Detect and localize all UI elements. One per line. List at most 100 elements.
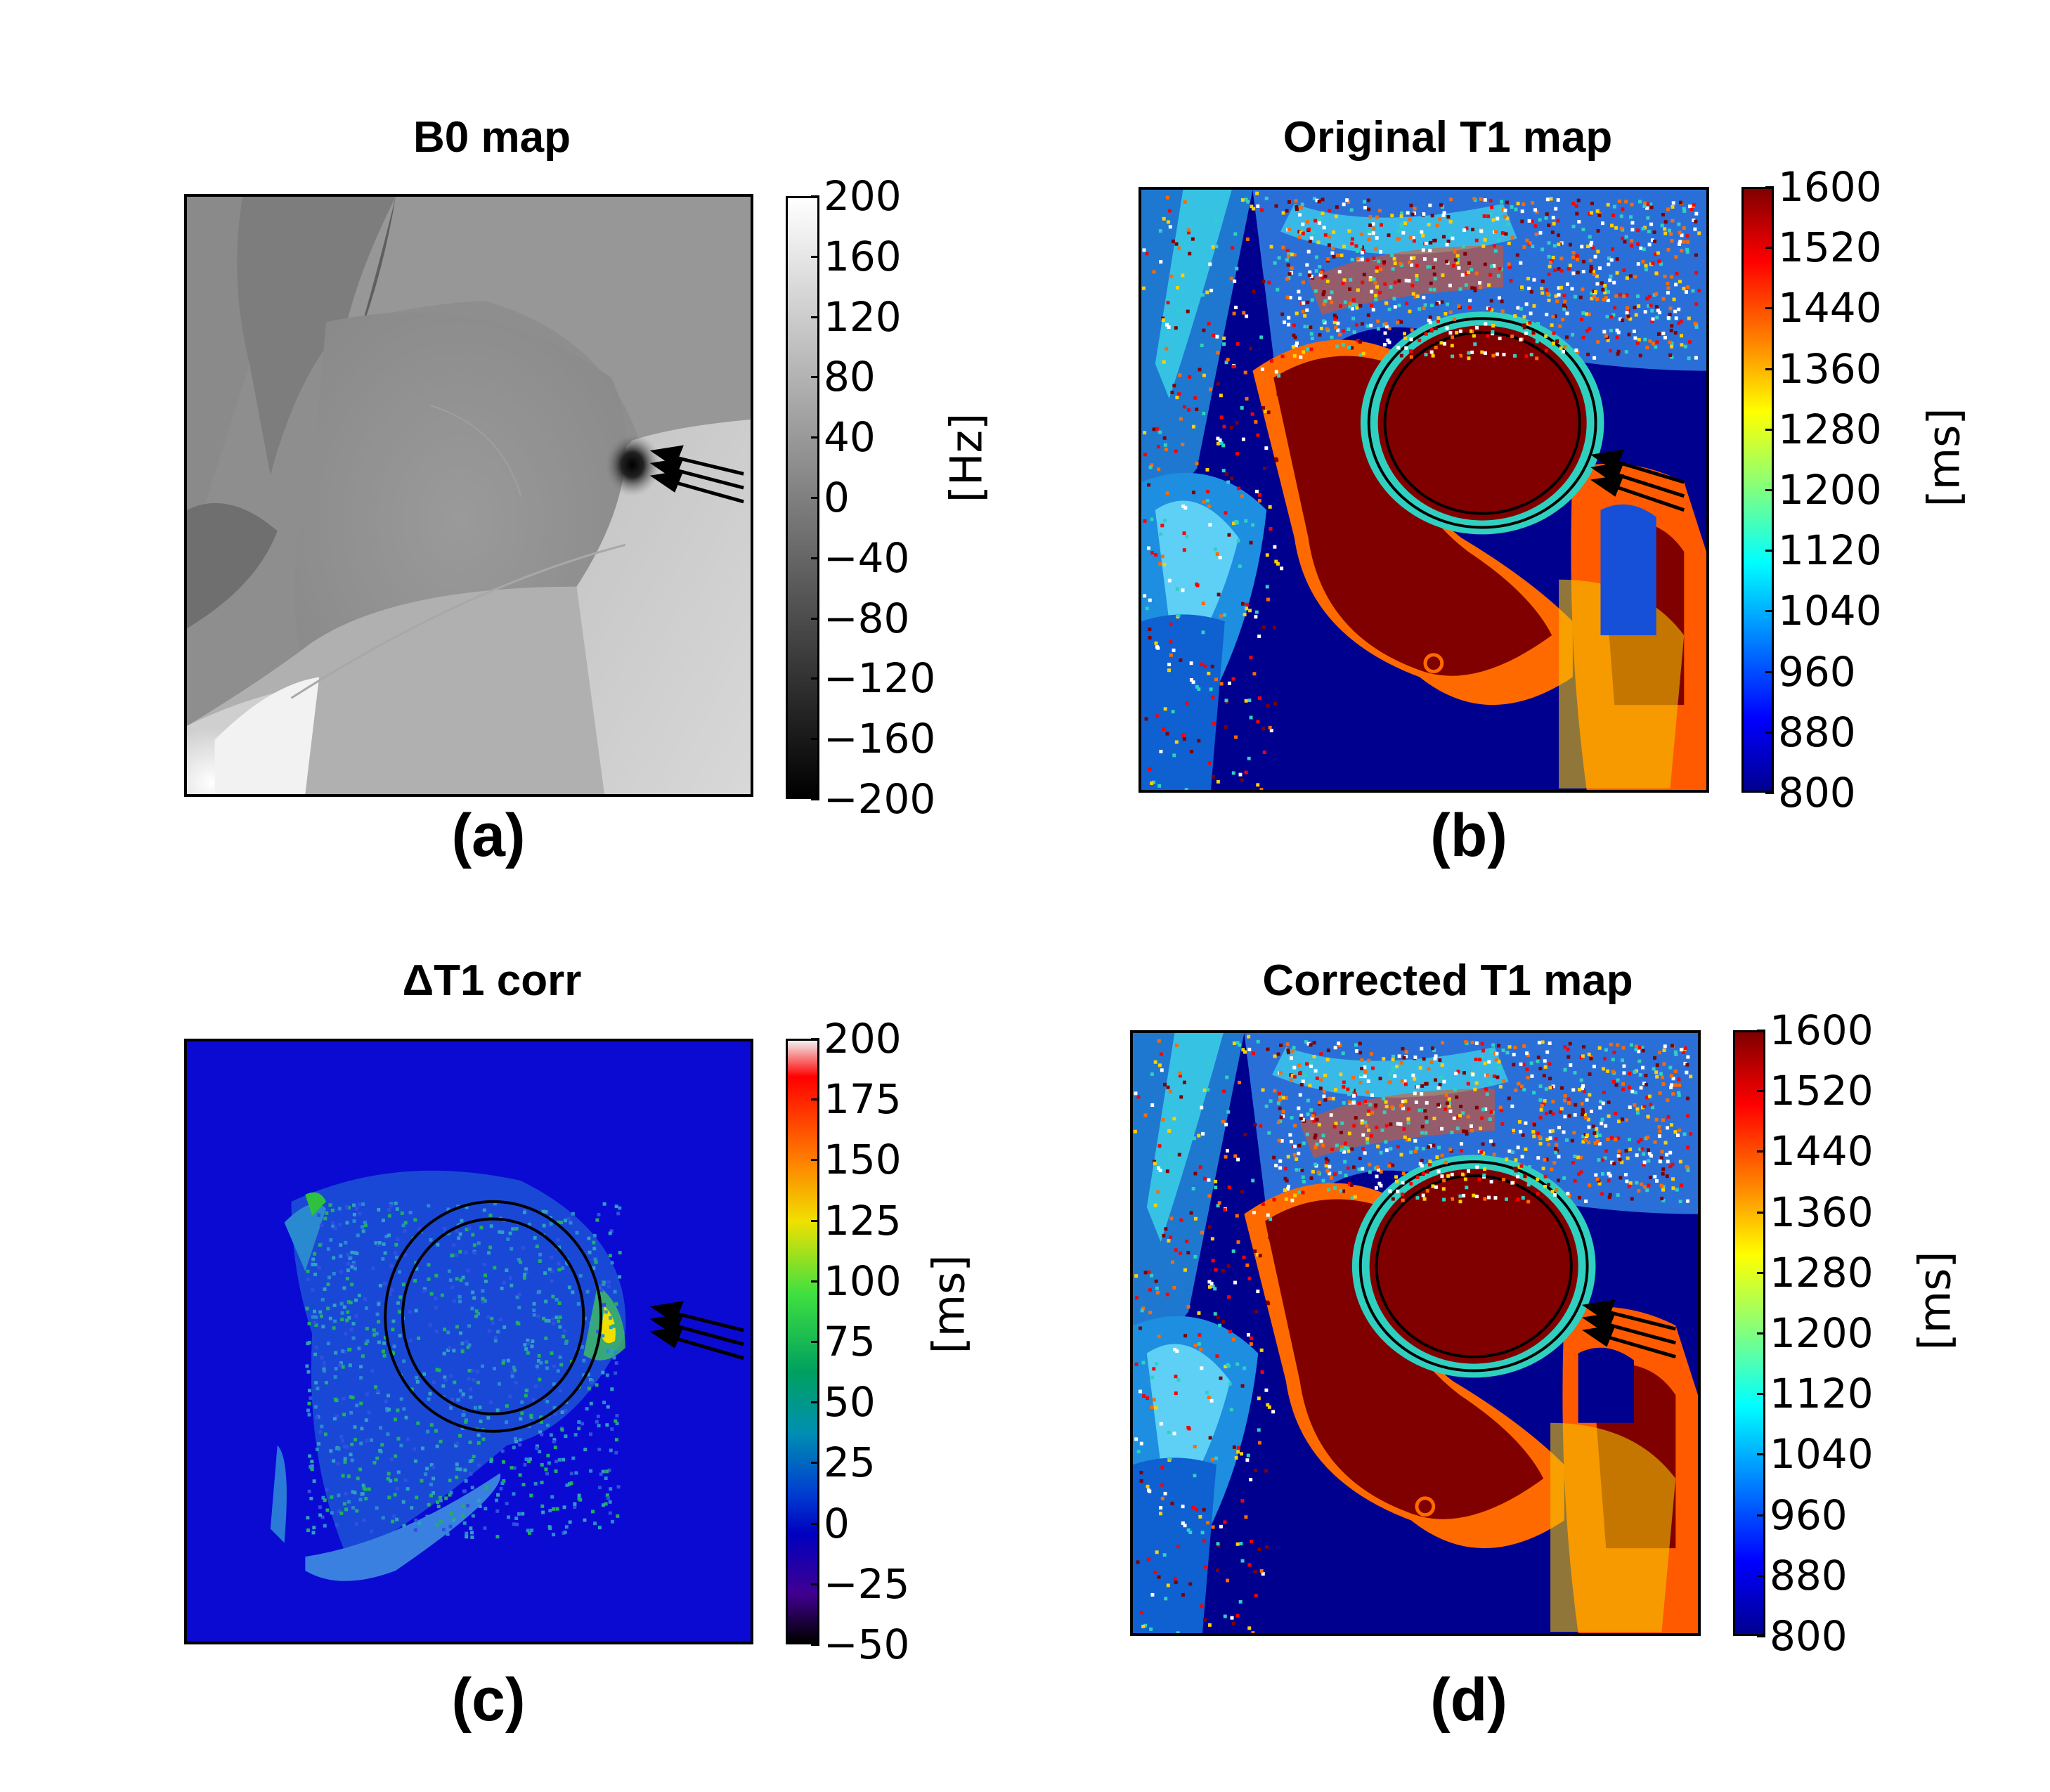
colorbar-tick-label: 0 (824, 1499, 850, 1547)
panel-d-title: Corrected T1 map (1262, 956, 1633, 1005)
colorbar-tick-label: 80 (824, 353, 876, 401)
colorbar-tick-mark (1765, 792, 1774, 794)
colorbar-tick-label: 200 (824, 1015, 902, 1063)
colorbar-tick-label: 160 (824, 232, 902, 280)
colorbar-tick-mark (811, 436, 819, 439)
colorbar-tick-mark (811, 195, 819, 197)
colorbar-tick-mark (1757, 1090, 1765, 1093)
colorbar-tick-label: 40 (824, 413, 876, 462)
colorbar-tick-mark (1757, 1453, 1765, 1456)
colorbar-tick-label: 100 (824, 1257, 902, 1305)
delta-t1-colorbar-unit: [ms] (923, 1254, 975, 1354)
colorbar-tick-label: 50 (824, 1378, 876, 1427)
colorbar-tick-mark (1757, 1514, 1765, 1517)
colorbar-tick-label: 175 (824, 1075, 902, 1124)
colorbar-tick-label: 1440 (1778, 284, 1882, 332)
colorbar-tick-mark (1765, 247, 1774, 249)
colorbar-tick-mark (1765, 368, 1774, 370)
colorbar-tick-label: 960 (1778, 647, 1856, 696)
corrected-t1-map-image (1130, 1030, 1701, 1636)
panel-a-title: B0 map (413, 113, 571, 162)
colorbar-tick-mark (811, 1341, 819, 1343)
original-t1-map-image (1138, 187, 1709, 793)
colorbar-tick-mark (811, 1522, 819, 1525)
colorbar-tick-label: 25 (824, 1439, 876, 1487)
colorbar-tick-mark (811, 1159, 819, 1162)
colorbar-tick-mark (1757, 1393, 1765, 1396)
colorbar-tick-label: 0 (824, 474, 850, 521)
colorbar-tick-mark (1757, 1574, 1765, 1577)
colorbar-tick-label: 880 (1770, 1551, 1848, 1599)
colorbar-tick-label: 800 (1770, 1612, 1848, 1660)
colorbar-tick-mark (1765, 428, 1774, 431)
colorbar-tick-mark (1765, 186, 1774, 188)
colorbar-tick-mark (811, 1280, 819, 1283)
panel-c-title: ΔT1 corr (402, 956, 582, 1005)
colorbar-tick-mark (811, 677, 819, 680)
colorbar-tick-label: −120 (824, 654, 936, 703)
colorbar-tick-mark (811, 798, 819, 800)
original-t1-colorbar-unit: [ms] (1918, 408, 1970, 507)
colorbar-tick-label: 1440 (1770, 1127, 1874, 1176)
colorbar-tick-mark (811, 1644, 819, 1646)
panel-b-title: Original T1 map (1283, 113, 1613, 162)
colorbar-tick-mark (811, 376, 819, 379)
colorbar-tick-label: 1200 (1770, 1309, 1874, 1357)
colorbar-tick-mark (811, 255, 819, 258)
colorbar-tick-label: 1600 (1778, 163, 1882, 211)
panel-b-caption: (b) (1430, 802, 1507, 869)
corrected-t1-colorbar-unit: [ms] (1909, 1251, 1961, 1351)
delta-t1-corr-image (184, 1039, 753, 1644)
colorbar-tick-mark (1757, 1030, 1765, 1032)
colorbar-tick-label: 75 (824, 1318, 876, 1365)
colorbar-tick-mark (811, 1462, 819, 1465)
colorbar-tick-label: −80 (824, 594, 910, 642)
colorbar-tick-label: 1200 (1778, 466, 1882, 514)
colorbar-tick-mark (811, 738, 819, 741)
colorbar-tick-label: 1360 (1778, 344, 1882, 393)
colorbar-tick-mark (1757, 1211, 1765, 1214)
panel-a-caption: (a) (451, 802, 526, 869)
colorbar-tick-mark (811, 557, 819, 559)
colorbar-tick-mark (1765, 550, 1774, 552)
colorbar-tick-label: 1120 (1770, 1370, 1874, 1418)
colorbar-tick-mark (1765, 489, 1774, 491)
colorbar-tick-mark (811, 1038, 819, 1040)
colorbar-tick-mark (811, 1219, 819, 1222)
colorbar-tick-label: 880 (1778, 708, 1856, 756)
colorbar-tick-mark (1757, 1150, 1765, 1153)
colorbar-tick-mark (811, 1098, 819, 1101)
colorbar-tick-mark (811, 497, 819, 499)
colorbar-tick-label: 1600 (1770, 1006, 1874, 1054)
colorbar-tick-label: 200 (824, 172, 902, 220)
colorbar-tick-mark (1757, 1635, 1765, 1637)
colorbar-tick-label: 1280 (1770, 1248, 1874, 1297)
colorbar-tick-label: 1040 (1778, 587, 1882, 635)
colorbar-tick-label: −25 (824, 1559, 910, 1608)
colorbar-tick-label: 1520 (1770, 1067, 1874, 1115)
colorbar-tick-mark (1765, 731, 1774, 734)
colorbar-tick-mark (811, 1583, 819, 1585)
colorbar-tick-mark (1765, 670, 1774, 673)
colorbar-tick-mark (1757, 1271, 1765, 1274)
b0-map-image (184, 194, 753, 797)
colorbar-tick-label: 800 (1778, 769, 1856, 817)
colorbar-tick-mark (1757, 1332, 1765, 1335)
colorbar-tick-label: 1120 (1778, 526, 1882, 575)
colorbar-tick-label: 1520 (1778, 223, 1882, 272)
panel-c-caption: (c) (451, 1666, 526, 1734)
colorbar-tick-label: 1360 (1770, 1188, 1874, 1236)
colorbar-tick-label: −40 (824, 533, 910, 582)
colorbar-tick-label: 1280 (1778, 405, 1882, 453)
colorbar-tick-mark (811, 316, 819, 318)
panel-d-caption: (d) (1430, 1666, 1507, 1734)
colorbar-tick-mark (1765, 610, 1774, 613)
colorbar-tick-label: −50 (824, 1621, 910, 1668)
colorbar-tick-label: 120 (824, 292, 902, 341)
colorbar-tick-label: −160 (824, 715, 936, 763)
colorbar-tick-label: 125 (824, 1196, 902, 1245)
colorbar-tick-mark (811, 1401, 819, 1404)
colorbar-tick-label: 1040 (1770, 1430, 1874, 1479)
colorbar-tick-mark (811, 617, 819, 620)
colorbar-tick-mark (1765, 307, 1774, 310)
